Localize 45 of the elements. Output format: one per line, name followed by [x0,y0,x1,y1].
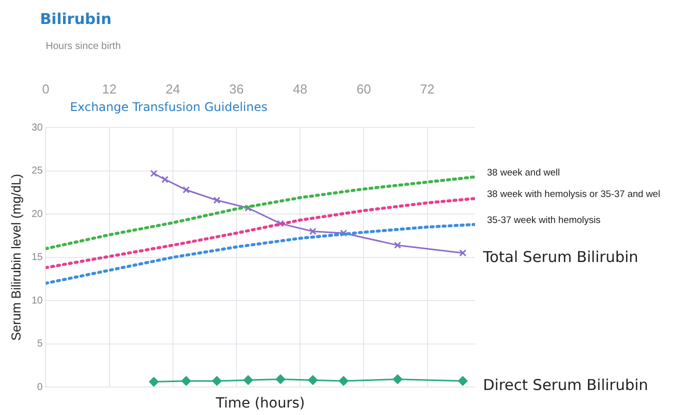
x-tick-label: 36 [229,81,244,96]
series-label: 38 week with hemolysis or 35-37 and wel [487,189,660,200]
point [459,249,466,257]
point [340,230,348,237]
point [309,228,316,235]
x-tick-label: 48 [292,81,308,96]
x-axis-title: Hours since birth [46,40,121,52]
point [338,376,348,386]
y-axis-title: Serum Bilirubin level (mg/dL) [8,174,24,341]
point [276,220,284,228]
series-label: Direct Serum Bilirubin [483,376,648,394]
point [392,374,402,384]
chart-title: Bilirubin [40,10,112,28]
point [394,242,402,249]
text: Time (hours) [214,396,305,412]
x-tick-label: 60 [356,81,371,96]
point [149,377,159,387]
series-label: 38 week and well [487,168,560,179]
point [213,196,220,204]
y-tick-label: 10 [32,295,44,306]
x-tick-label: 24 [166,81,180,96]
y-tick-label: 15 [32,252,44,264]
point [161,176,169,184]
series-label: Total Serum Bilirubin [482,248,638,266]
point [182,186,190,194]
y-tick-label: 30 [32,122,44,134]
chart-subtitle: Exchange Transfusion Guidelines [70,100,268,114]
y-tick-label: 0 [37,382,44,393]
line-series [46,222,475,285]
x-tick-label: 72 [420,81,435,96]
series-label: 35-37 week with hemolysis [487,215,601,226]
point [212,376,222,386]
x-tick-label: 12 [102,81,117,96]
point [276,374,286,384]
y-tick-label: 25 [32,166,44,177]
point [243,375,253,385]
line-series [46,175,475,250]
point [458,376,468,386]
point [181,376,191,386]
y-tick-label: 20 [32,208,44,220]
line-series [46,197,475,270]
point [308,375,318,385]
point [244,204,252,212]
point [150,170,158,178]
y-tick-label: 5 [37,338,44,350]
